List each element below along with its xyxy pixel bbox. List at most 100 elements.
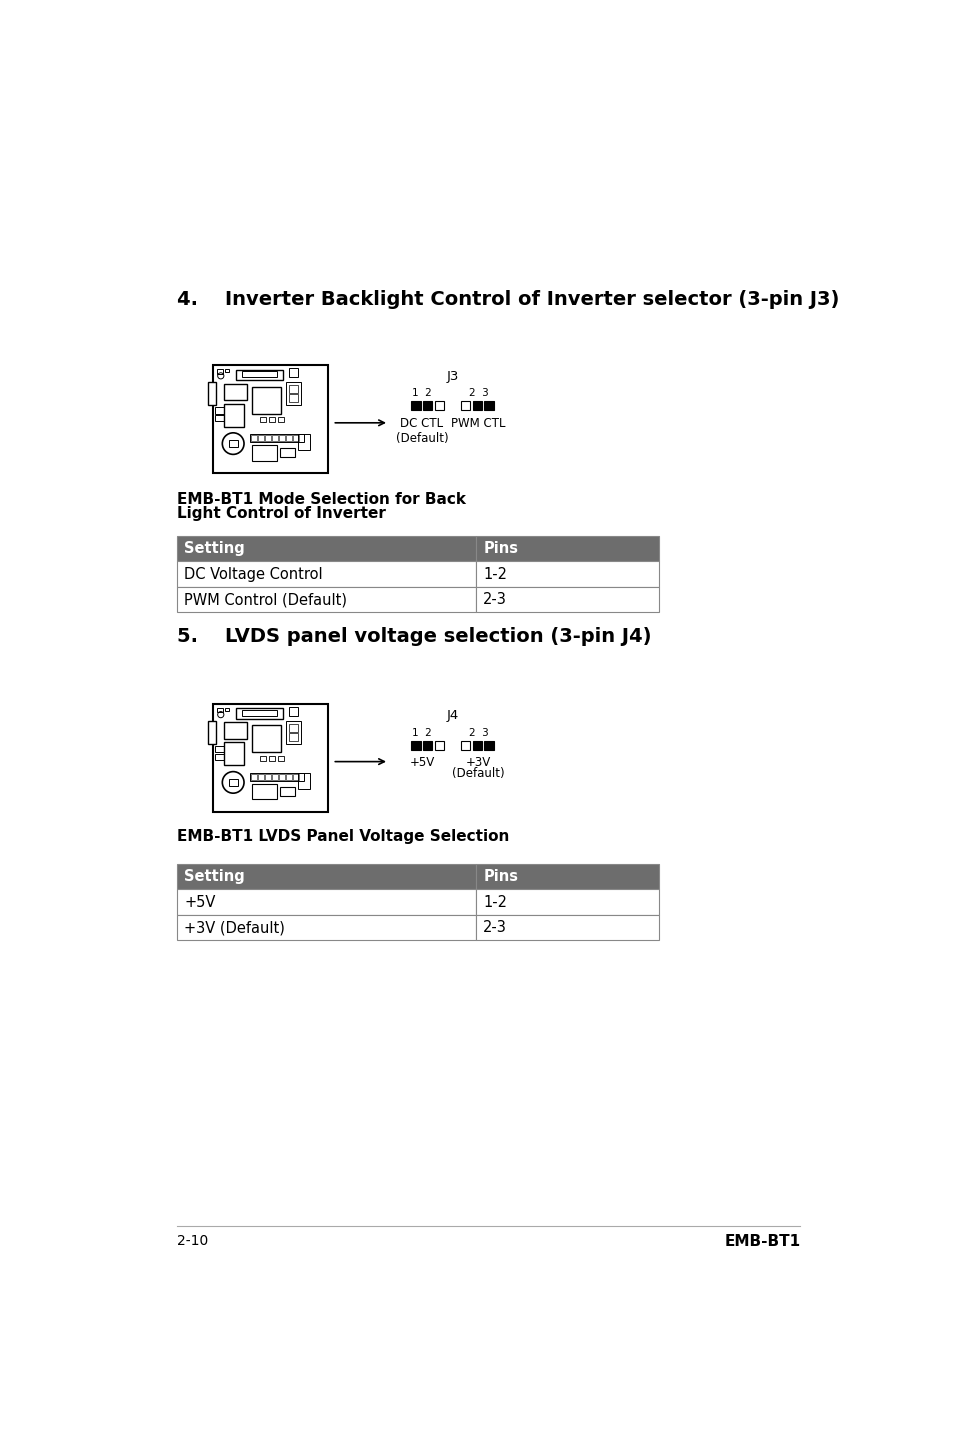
- Bar: [265, 774, 271, 779]
- Text: DC Voltage Control: DC Voltage Control: [184, 567, 323, 581]
- Bar: [476, 864, 659, 890]
- Bar: [411, 401, 420, 410]
- Bar: [208, 720, 216, 743]
- Bar: [422, 741, 432, 751]
- Text: +3V (Default): +3V (Default): [184, 920, 285, 935]
- Bar: [289, 707, 298, 716]
- Bar: [476, 915, 659, 940]
- Text: 2-3: 2-3: [483, 920, 507, 935]
- Bar: [460, 401, 470, 410]
- Text: 2  3: 2 3: [468, 388, 488, 398]
- Text: EMB-BT1: EMB-BT1: [723, 1234, 800, 1248]
- Text: PWM Control (Default): PWM Control (Default): [184, 592, 347, 607]
- Bar: [289, 368, 298, 377]
- Text: 2-3: 2-3: [483, 592, 507, 607]
- Bar: [177, 890, 476, 915]
- Text: 1-2: 1-2: [483, 567, 507, 581]
- Bar: [252, 784, 276, 800]
- Bar: [177, 587, 476, 613]
- Bar: [279, 787, 294, 797]
- Bar: [252, 725, 281, 752]
- Text: +5V: +5V: [184, 894, 215, 910]
- Bar: [236, 370, 282, 381]
- Bar: [208, 383, 216, 406]
- Text: Pins: Pins: [483, 869, 517, 884]
- Bar: [272, 774, 278, 779]
- Bar: [293, 774, 298, 779]
- Text: EMB-BT1 Mode Selection for Back: EMB-BT1 Mode Selection for Back: [177, 492, 466, 508]
- Bar: [236, 709, 282, 719]
- Text: PWM CTL: PWM CTL: [451, 417, 505, 430]
- Bar: [484, 741, 493, 751]
- Bar: [435, 401, 443, 410]
- Bar: [257, 436, 264, 441]
- Text: 1-2: 1-2: [483, 894, 507, 910]
- Bar: [252, 387, 281, 414]
- Bar: [242, 710, 277, 716]
- Bar: [298, 434, 310, 450]
- Text: +3V: +3V: [465, 756, 491, 769]
- Bar: [278, 436, 285, 441]
- Bar: [224, 742, 244, 765]
- Bar: [472, 741, 481, 751]
- Bar: [476, 561, 659, 587]
- Text: DC CTL
(Default): DC CTL (Default): [395, 417, 448, 444]
- Bar: [177, 864, 476, 890]
- Bar: [224, 404, 244, 427]
- Bar: [293, 436, 298, 441]
- Bar: [286, 383, 301, 406]
- Bar: [476, 890, 659, 915]
- Bar: [214, 416, 224, 421]
- Bar: [278, 774, 285, 779]
- Bar: [278, 756, 284, 761]
- Bar: [476, 587, 659, 613]
- Bar: [214, 754, 224, 761]
- Bar: [476, 536, 659, 561]
- Bar: [278, 417, 284, 421]
- Bar: [460, 741, 470, 751]
- Bar: [259, 756, 266, 761]
- Bar: [213, 365, 328, 473]
- Bar: [286, 720, 301, 743]
- Bar: [289, 385, 298, 393]
- Bar: [224, 384, 247, 400]
- Bar: [435, 741, 443, 751]
- Text: +5V: +5V: [409, 756, 434, 769]
- Bar: [214, 407, 224, 414]
- Text: 1  2: 1 2: [412, 728, 432, 738]
- Bar: [214, 746, 224, 752]
- Text: 1  2: 1 2: [412, 388, 432, 398]
- Text: Setting: Setting: [184, 869, 245, 884]
- Text: Pins: Pins: [483, 541, 517, 557]
- Text: EMB-BT1 LVDS Panel Voltage Selection: EMB-BT1 LVDS Panel Voltage Selection: [177, 828, 509, 844]
- Text: 2-10: 2-10: [177, 1234, 209, 1248]
- Bar: [229, 440, 237, 447]
- Bar: [251, 436, 257, 441]
- Bar: [250, 434, 304, 441]
- Bar: [422, 401, 432, 410]
- Bar: [259, 417, 266, 421]
- Text: J4: J4: [446, 709, 458, 722]
- Text: Setting: Setting: [184, 541, 245, 557]
- Bar: [289, 394, 298, 403]
- Bar: [411, 741, 420, 751]
- Text: Light Control of Inverter: Light Control of Inverter: [177, 506, 386, 521]
- Bar: [224, 722, 247, 739]
- Bar: [298, 774, 310, 788]
- Bar: [269, 756, 274, 761]
- Bar: [229, 778, 237, 787]
- Bar: [272, 436, 278, 441]
- Bar: [216, 707, 223, 712]
- Bar: [484, 401, 493, 410]
- Bar: [472, 401, 481, 410]
- Bar: [242, 371, 277, 377]
- Bar: [279, 449, 294, 457]
- Bar: [177, 536, 476, 561]
- Bar: [250, 774, 304, 781]
- Bar: [289, 723, 298, 732]
- Bar: [216, 370, 223, 374]
- Bar: [257, 774, 264, 779]
- Text: 4.    Inverter Backlight Control of Inverter selector (3-pin J3): 4. Inverter Backlight Control of Inverte…: [177, 289, 839, 309]
- Text: 5.    LVDS panel voltage selection (3-pin J4): 5. LVDS panel voltage selection (3-pin J…: [177, 627, 651, 646]
- Bar: [252, 446, 276, 460]
